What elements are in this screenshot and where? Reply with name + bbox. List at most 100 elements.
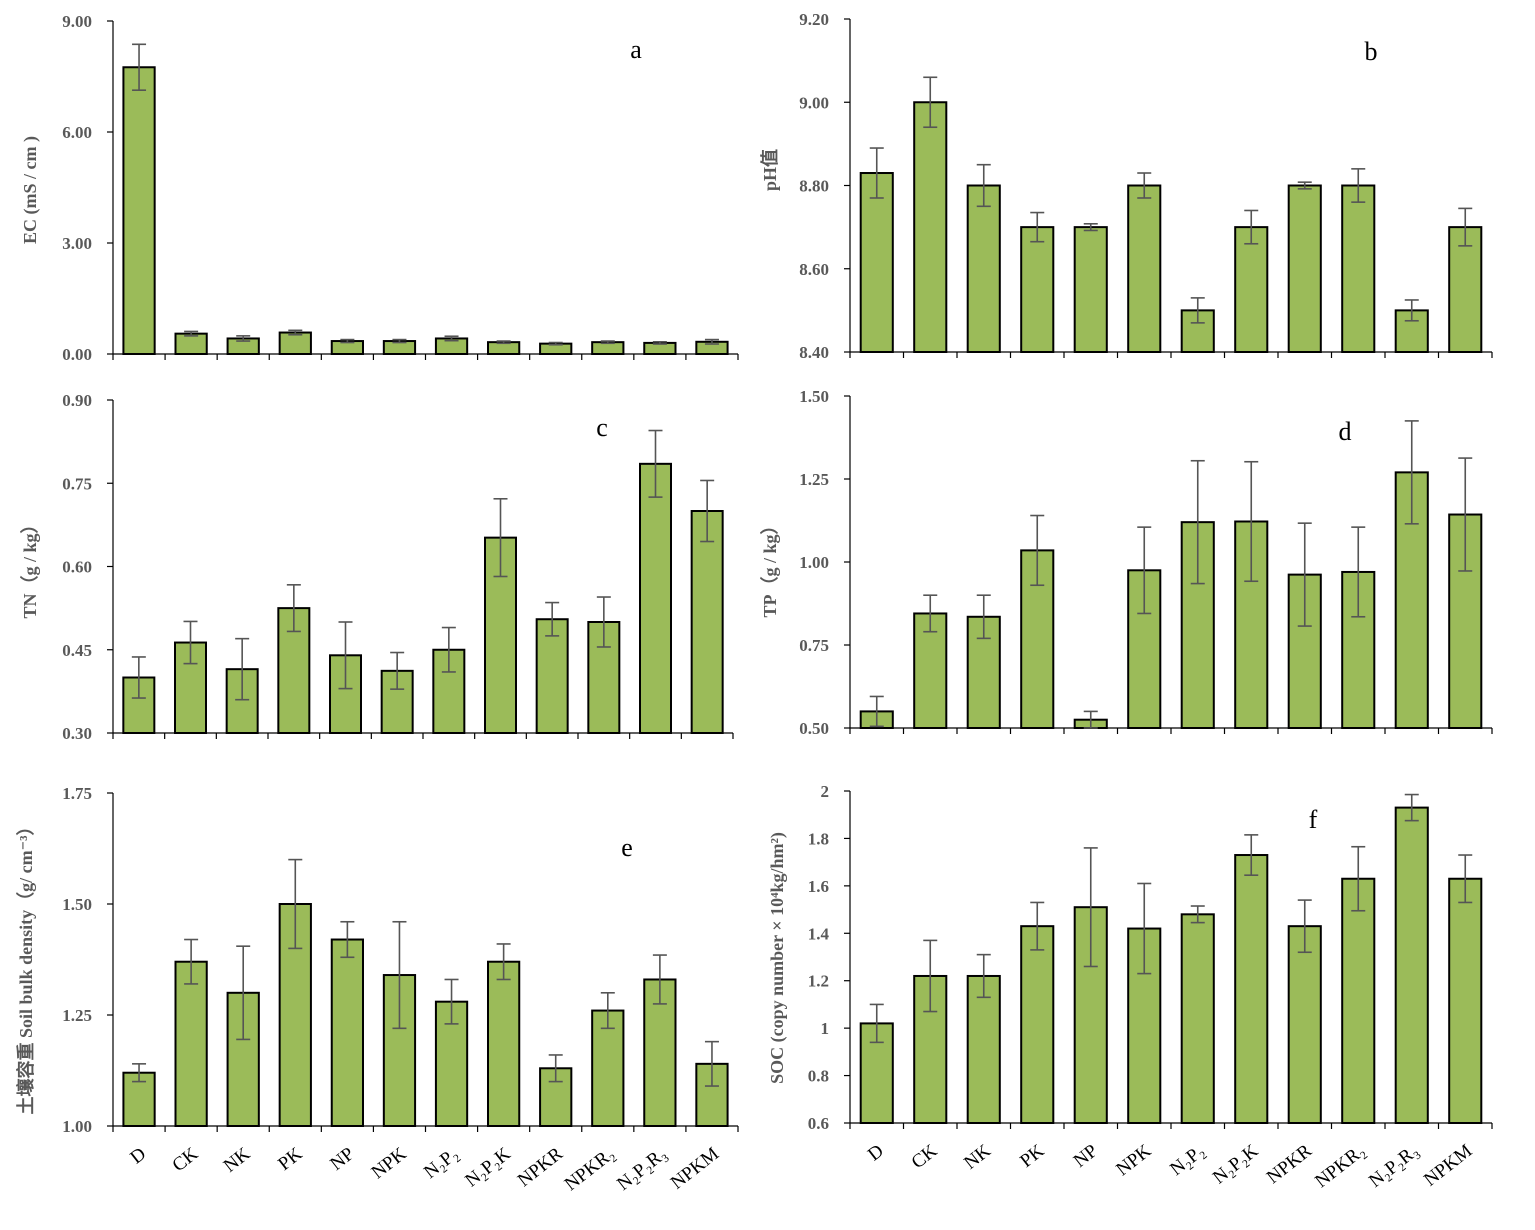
x-category-label: N₂P₂R₃ — [613, 1143, 671, 1195]
error-bar-0 — [869, 147, 884, 199]
error-bar-0 — [132, 1063, 147, 1083]
error-bar-2 — [976, 953, 991, 999]
bar-8 — [1287, 925, 1322, 1125]
y-tick-label: 8.40 — [799, 343, 829, 362]
bar-7 — [1234, 854, 1269, 1124]
error-bar-0 — [869, 695, 884, 728]
y-tick-label: 1.50 — [799, 387, 829, 406]
bar-3 — [277, 607, 311, 734]
error-bar-2 — [236, 945, 251, 1041]
y-tick-label: 9.00 — [799, 93, 829, 112]
error-bar-5 — [1137, 526, 1152, 615]
error-bar-8 — [1297, 899, 1312, 954]
bar-10 — [1394, 806, 1429, 1124]
x-category-label: NPKR₂ — [561, 1143, 619, 1195]
panel-b: 8.40 8.60 8.80 9.00 9.20 pH值 b — [759, 10, 1493, 362]
bar-0 — [122, 66, 156, 355]
error-bar-5 — [392, 338, 407, 344]
error-bar-6 — [444, 335, 459, 342]
error-bar-5 — [1137, 882, 1152, 975]
error-bar-6 — [1190, 459, 1205, 585]
bar-3 — [278, 331, 312, 356]
error-bar-7 — [493, 497, 508, 578]
bar-2 — [966, 974, 1001, 1124]
bar-9 — [1341, 877, 1376, 1124]
x-category-label: CK — [168, 1143, 202, 1176]
error-bar-9 — [600, 991, 615, 1030]
y-tick-label: 1.8 — [808, 829, 829, 848]
panel-a: 0.00 3.00 6.00 9.00 EC (mS / cm ) a — [20, 12, 739, 364]
error-bar-6 — [441, 626, 456, 673]
bar-5 — [1127, 184, 1162, 353]
error-bar-6 — [1190, 297, 1205, 324]
bar-1 — [913, 612, 948, 730]
error-bar-3 — [288, 858, 303, 950]
y-tick-label: 0.8 — [808, 1067, 829, 1086]
error-bar-1 — [184, 330, 199, 337]
x-category-label: NP — [326, 1143, 358, 1175]
error-bar-2 — [976, 594, 991, 640]
y-tick-label: 0.45 — [62, 641, 92, 660]
y-axis-label: EC (mS / cm ) — [20, 136, 41, 244]
error-bar-10 — [652, 340, 667, 345]
error-bar-11 — [1458, 207, 1473, 247]
error-bar-11 — [704, 338, 719, 345]
error-bar-3 — [1030, 514, 1045, 587]
y-tick-label: 1.00 — [799, 553, 829, 572]
error-bar-2 — [236, 335, 251, 342]
x-category-label: NPK — [368, 1143, 411, 1183]
panel-letter: c — [596, 413, 608, 442]
error-bar-0 — [132, 43, 147, 91]
y-tick-label: 1.50 — [62, 895, 92, 914]
error-bar-7 — [1244, 834, 1259, 876]
bar-4 — [1073, 226, 1108, 353]
error-bar-10 — [652, 954, 667, 1005]
y-tick-label: 1.25 — [799, 470, 829, 489]
error-bar-10 — [1404, 420, 1419, 525]
bar-8 — [1287, 184, 1322, 353]
error-bar-4 — [1083, 847, 1098, 968]
error-bar-8 — [545, 601, 560, 637]
y-tick-label: 1.25 — [62, 1006, 92, 1025]
error-bar-11 — [704, 1040, 719, 1087]
y-axis-label: TP（g / kg） — [760, 516, 780, 617]
y-tick-label: 0.90 — [62, 391, 92, 410]
error-bar-6 — [444, 978, 459, 1025]
x-category-label: PK — [274, 1143, 306, 1175]
error-bar-8 — [1297, 522, 1312, 627]
bar-1 — [913, 101, 948, 353]
x-category-label: NPKR₂ — [1311, 1140, 1369, 1192]
panel-f: 0.60.811.21.41.61.82D CK NK PK NP NPK N₂P₂ N₂P₂… — [767, 782, 1493, 1192]
error-bar-9 — [1351, 168, 1366, 203]
y-tick-label: 1.75 — [62, 784, 92, 803]
error-bar-3 — [286, 584, 301, 633]
x-category-label: N₂P₂K — [1209, 1140, 1263, 1188]
bar-3 — [1020, 549, 1055, 729]
x-category-label: CK — [908, 1140, 942, 1173]
error-bar-7 — [496, 943, 511, 981]
bar-1 — [174, 960, 208, 1127]
error-bar-10 — [1404, 793, 1419, 822]
error-bar-1 — [923, 939, 938, 1013]
error-bar-4 — [340, 338, 355, 344]
x-category-label: D — [864, 1140, 888, 1165]
error-bar-6 — [1190, 905, 1205, 924]
error-bar-9 — [1351, 526, 1366, 618]
error-bar-3 — [1030, 901, 1045, 951]
panel-letter: b — [1365, 37, 1378, 66]
error-bar-1 — [923, 594, 938, 633]
error-bar-10 — [1404, 299, 1419, 322]
error-bar-5 — [392, 920, 407, 1030]
error-bar-9 — [600, 340, 615, 345]
error-bar-1 — [923, 76, 938, 129]
error-bar-4 — [340, 920, 355, 959]
y-tick-label: 0.30 — [62, 724, 92, 743]
y-tick-label: 0.75 — [799, 636, 829, 655]
error-bar-9 — [1351, 845, 1366, 912]
error-bar-4 — [338, 621, 353, 690]
error-bar-7 — [1244, 460, 1259, 583]
bar-11 — [690, 510, 724, 734]
bar-2 — [966, 184, 1001, 353]
bar-2 — [966, 615, 1001, 730]
